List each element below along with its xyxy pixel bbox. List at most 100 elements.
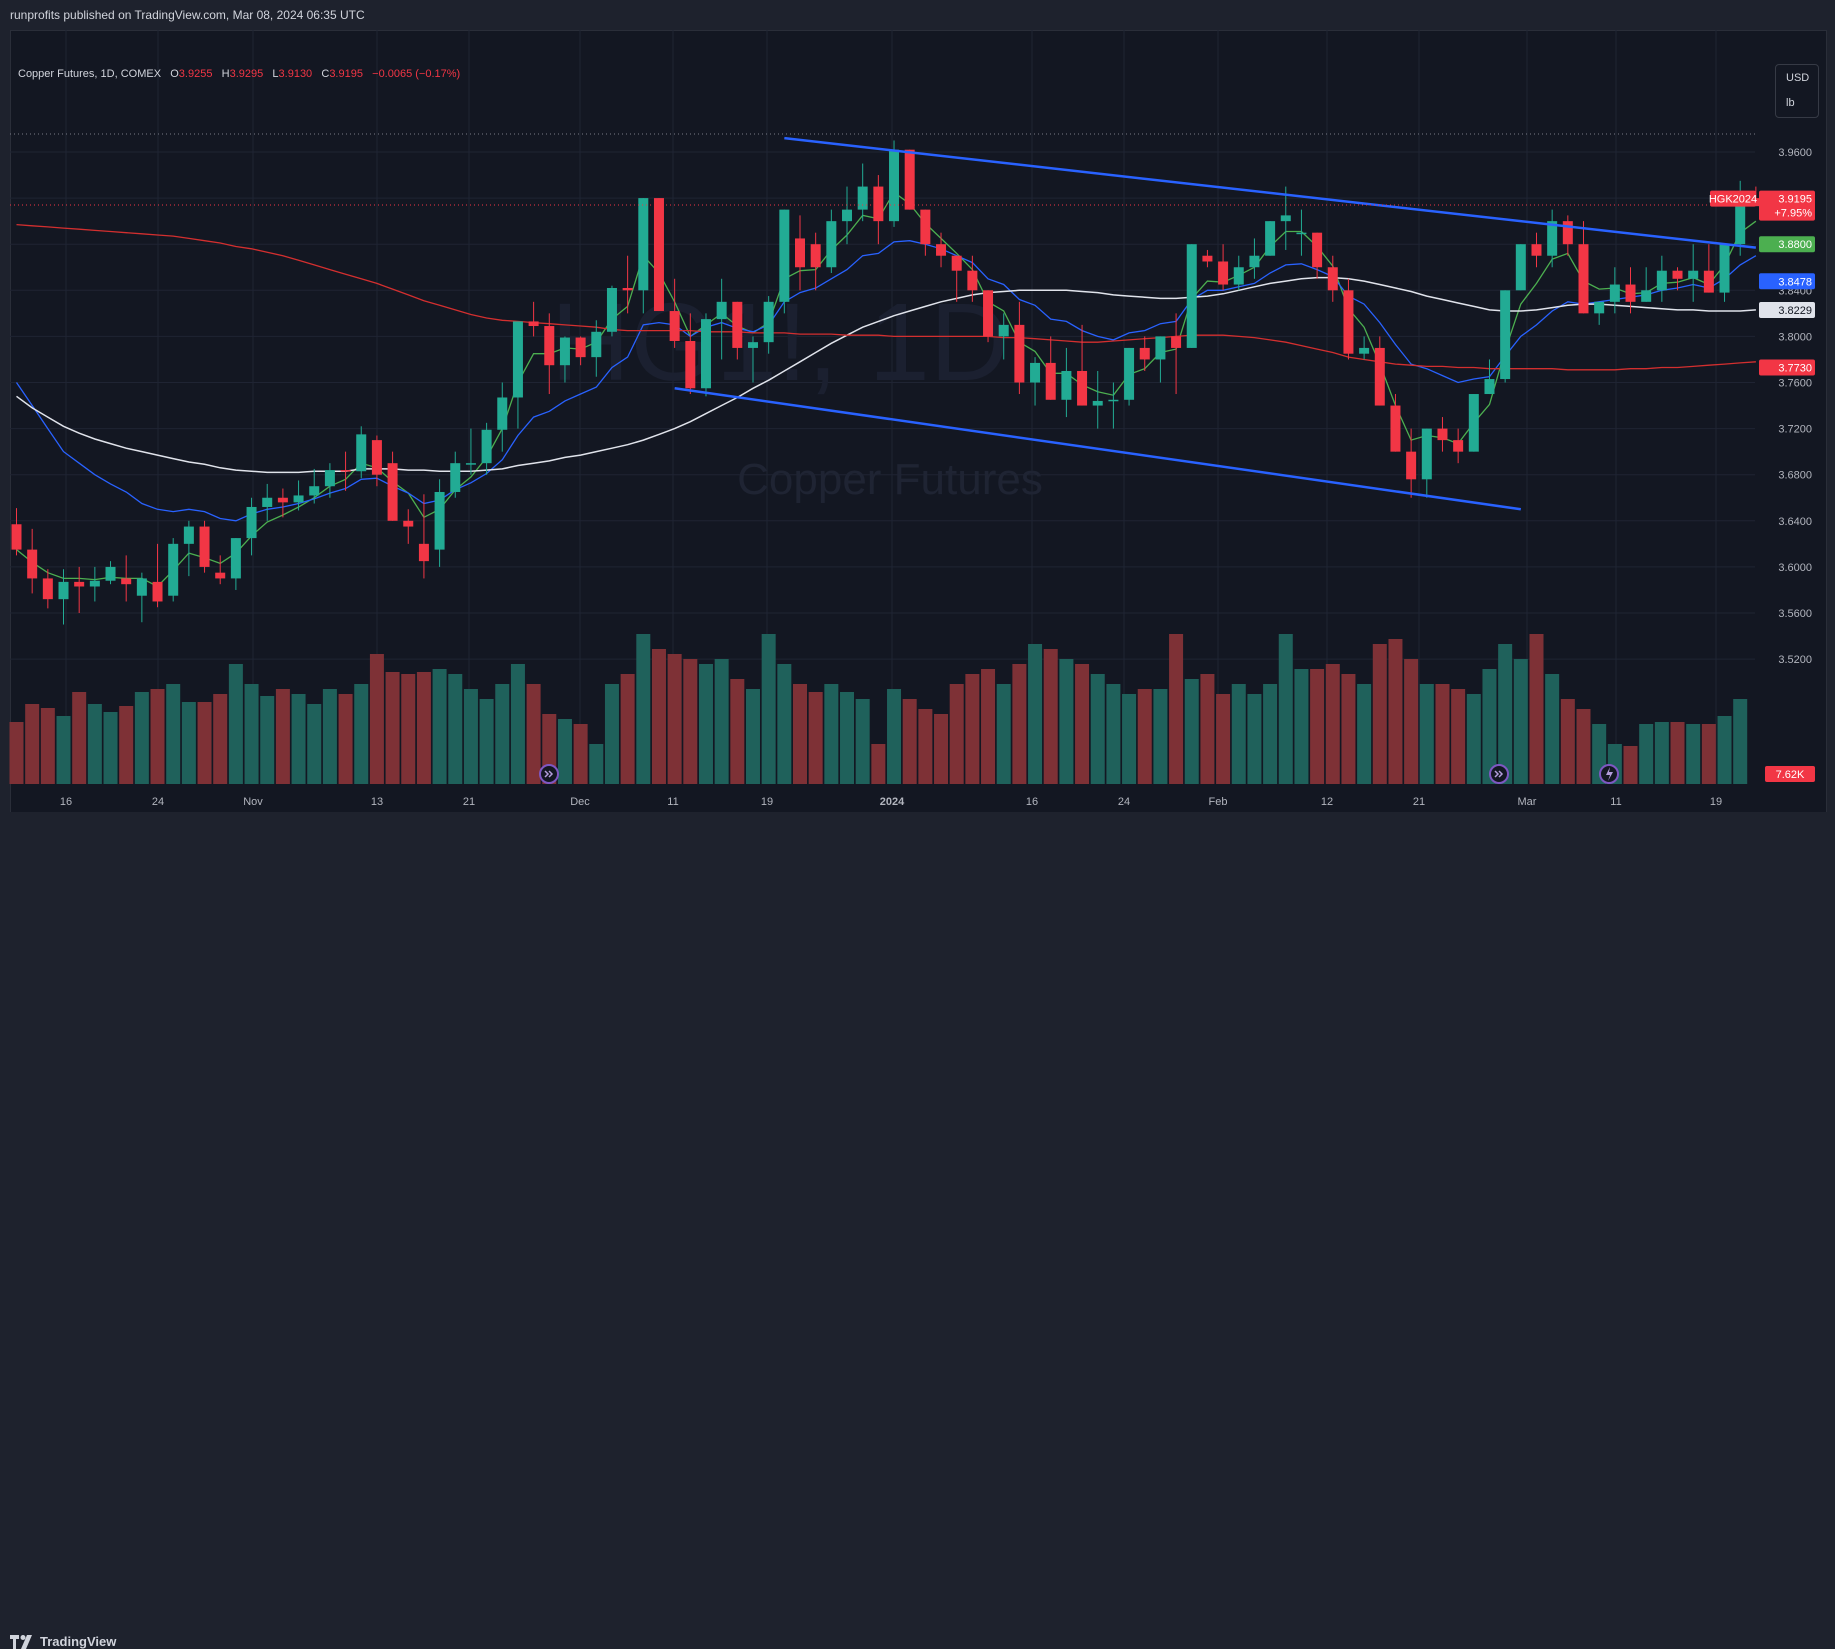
volume-bar (1466, 694, 1481, 784)
candle (575, 336, 586, 366)
candle-body (685, 341, 696, 389)
volume-bar (25, 704, 40, 784)
candle-body (152, 581, 163, 602)
candle-body (1030, 362, 1041, 383)
candle (1531, 232, 1542, 268)
tradingview-logo[interactable]: TradingView (10, 1634, 116, 1649)
candle-body (1312, 232, 1323, 268)
candle-body (1077, 370, 1088, 406)
candle-body (418, 543, 429, 562)
price-label-value: 3.8800 (1778, 239, 1812, 251)
price-axis[interactable]: 3.96003.92003.88003.84003.80003.76003.72… (1778, 147, 1812, 666)
candle-body (42, 578, 53, 600)
volume-bar (683, 659, 698, 784)
candle-body (1421, 428, 1432, 480)
trendline-lower (674, 387, 1521, 511)
volume-bar (604, 684, 619, 784)
volume-bar (1059, 659, 1074, 784)
chevron-icon (544, 770, 554, 778)
candle (1218, 244, 1229, 291)
candle (418, 494, 429, 579)
volume-bar (855, 699, 870, 784)
candle (1625, 267, 1636, 314)
candle-body (309, 486, 320, 496)
candle-body (74, 581, 85, 587)
candle-body (371, 440, 382, 475)
legend-change: −0.0065 (−0.17%) (372, 68, 461, 80)
volume-bar (40, 708, 55, 784)
volume-bar (1733, 699, 1748, 784)
price-chart[interactable]: HG1!, 1D Copper Futures 3.96003.92003.88… (0, 0, 1835, 849)
candle-body (1656, 270, 1667, 291)
candle (826, 209, 837, 274)
legend-high-label: H (221, 68, 230, 80)
x-tick-label: 13 (371, 796, 383, 808)
candle (1421, 428, 1432, 498)
volume-bar (824, 684, 839, 784)
candle-body (716, 301, 727, 320)
volume-bar (557, 719, 572, 784)
y-tick-label: 3.6800 (1778, 470, 1812, 482)
candle (1672, 267, 1683, 291)
candle-body (1688, 270, 1699, 279)
volume-bar (1184, 679, 1199, 784)
volume-bar (981, 669, 996, 784)
unit-selector[interactable]: USD lb (1775, 64, 1819, 118)
candle-body (1186, 244, 1197, 348)
candle-body (1484, 379, 1495, 395)
volume-bar (1529, 634, 1544, 784)
volume-bar (1639, 724, 1654, 784)
price-label-box (1759, 190, 1815, 221)
volume-bar (902, 699, 917, 784)
volume-bar (495, 684, 510, 784)
candle (324, 463, 335, 498)
candle (732, 301, 743, 360)
unit-label[interactable]: lb (1786, 97, 1795, 109)
tradingview-logo-icon (10, 1634, 32, 1649)
candle (1609, 267, 1620, 314)
volume-label-box (1765, 766, 1815, 782)
candle (622, 255, 633, 314)
candle (1390, 394, 1401, 452)
dividend-event-icon (1489, 764, 1509, 784)
candle (920, 209, 931, 256)
candle-body (653, 198, 664, 312)
time-axis[interactable]: 16 24 Nov 13 21 Dec 11 19 2024 16 24 Feb 12 21 Mar 11 19 (60, 796, 1722, 808)
symbol-tag: HGK2024 (1709, 194, 1757, 206)
candle (1437, 417, 1448, 452)
volume-bar (949, 684, 964, 784)
volume-bar (416, 672, 431, 784)
volume-bar (1075, 664, 1090, 784)
trendlines[interactable] (674, 136, 1757, 511)
ema-blue-line (15, 240, 1757, 522)
candle (685, 313, 696, 395)
candle-body (810, 244, 821, 268)
event-icons[interactable] (539, 764, 1619, 784)
volume-bar (714, 659, 729, 784)
volume-bar (620, 674, 635, 784)
candle (1343, 278, 1354, 360)
candle-body (215, 572, 226, 579)
candle (11, 508, 22, 556)
candle-body (1171, 336, 1182, 348)
candle (42, 569, 53, 609)
currency-label[interactable]: USD (1786, 72, 1810, 84)
legend-close-label: C (321, 68, 330, 80)
candle-body (1515, 244, 1526, 291)
candle-body (795, 238, 805, 268)
volume-bar (134, 692, 149, 784)
candle-body (1124, 347, 1135, 400)
candle (497, 382, 508, 452)
volume-bar (9, 722, 24, 784)
candle (700, 313, 711, 397)
volume-bar (1482, 669, 1497, 784)
x-tick-label: 11 (1610, 796, 1621, 808)
volume-bar (291, 694, 306, 784)
legend-low-label: L (272, 68, 279, 80)
price-labels: 3.9195 +7.95% HGK2024 3.8800 3.8478 3.8229 3.7… (1709, 190, 1815, 782)
candle-body (779, 209, 790, 302)
volume-bar (1717, 716, 1732, 784)
candle (1656, 255, 1667, 302)
candle (998, 313, 1009, 360)
candle (763, 296, 774, 354)
